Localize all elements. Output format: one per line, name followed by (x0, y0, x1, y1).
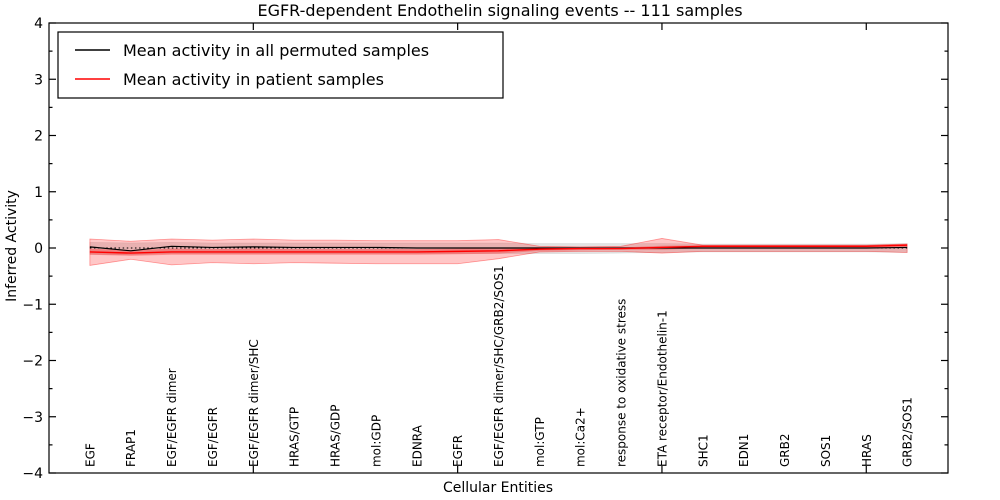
x-tick-label: response to oxidative stress (615, 299, 629, 467)
x-tick-label: EDNRA (410, 424, 424, 467)
x-tick-label: ETA receptor/Endothelin-1 (655, 310, 669, 467)
x-tick-labels: EGF FRAP1 EGF/EGFR dimer EGF/EGFR EGF/EGFR d… (83, 265, 914, 467)
series-lines (89, 244, 908, 254)
band-patient-samples-outer-range (89, 238, 908, 266)
y-tick-label: −4 (22, 466, 43, 482)
x-tick-label: FRAP1 (124, 429, 138, 467)
y-tick-labels: −4 −3 −2 −1 0 1 2 3 4 (22, 16, 43, 482)
y-tick-label: 0 (34, 241, 43, 257)
series-line-1 (89, 244, 908, 254)
legend-box (57, 31, 504, 99)
legend: Mean activity in all permuted samples Me… (57, 31, 504, 99)
y-tick-label: 3 (34, 72, 43, 88)
y-axis-label: Inferred Activity (4, 190, 20, 302)
legend-label-patient: Mean activity in patient samples (123, 70, 384, 89)
x-tick-label: mol:GTP (533, 417, 547, 467)
x-tick-label: mol:GDP (369, 415, 383, 467)
x-axis-ticks (252, 23, 867, 473)
x-tick-label: EGF/EGFR (206, 407, 220, 467)
x-tick-label: mol:Ca2+ (574, 407, 588, 467)
y-tick-label: 4 (34, 16, 43, 32)
plot-frame (48, 22, 949, 474)
x-tick-label: SOS1 (819, 435, 833, 467)
x-axis-label: Cellular Entities (443, 480, 553, 496)
x-tick-label: EDN1 (737, 434, 751, 467)
x-tick-label: EGF/EGFR dimer (165, 368, 179, 467)
x-tick-label: EGF (83, 443, 97, 467)
legend-label-permuted: Mean activity in all permuted samples (123, 41, 429, 60)
x-tick-label: EGFR (451, 435, 465, 467)
x-tick-label: GRB2 (778, 433, 792, 467)
legend-entry-permuted: Mean activity in all permuted samples (75, 41, 429, 60)
x-tick-label: GRB2/SOS1 (901, 397, 915, 467)
chart-title: EGFR-dependent Endothelin signaling even… (257, 1, 742, 20)
y-tick-label: 2 (34, 129, 43, 145)
y-tick-label: 1 (34, 185, 43, 201)
x-tick-label: HRAS/GDP (329, 404, 343, 467)
band-patient-samples-inner-range (89, 244, 908, 256)
y-tick-label: −3 (22, 410, 43, 426)
x-tick-label: EGF/EGFR dimer/SHC (247, 339, 261, 467)
x-tick-label: HRAS/GTP (288, 407, 302, 467)
y-tick-label: −2 (22, 354, 43, 370)
legend-entry-patient: Mean activity in patient samples (75, 70, 384, 89)
x-tick-label: HRAS (860, 434, 874, 467)
x-tick-label: SHC1 (696, 434, 710, 467)
x-tick-label: EGF/EGFR dimer/SHC/GRB2/SOS1 (492, 265, 506, 467)
y-tick-label: −1 (22, 297, 43, 313)
series-line-0 (89, 245, 908, 252)
